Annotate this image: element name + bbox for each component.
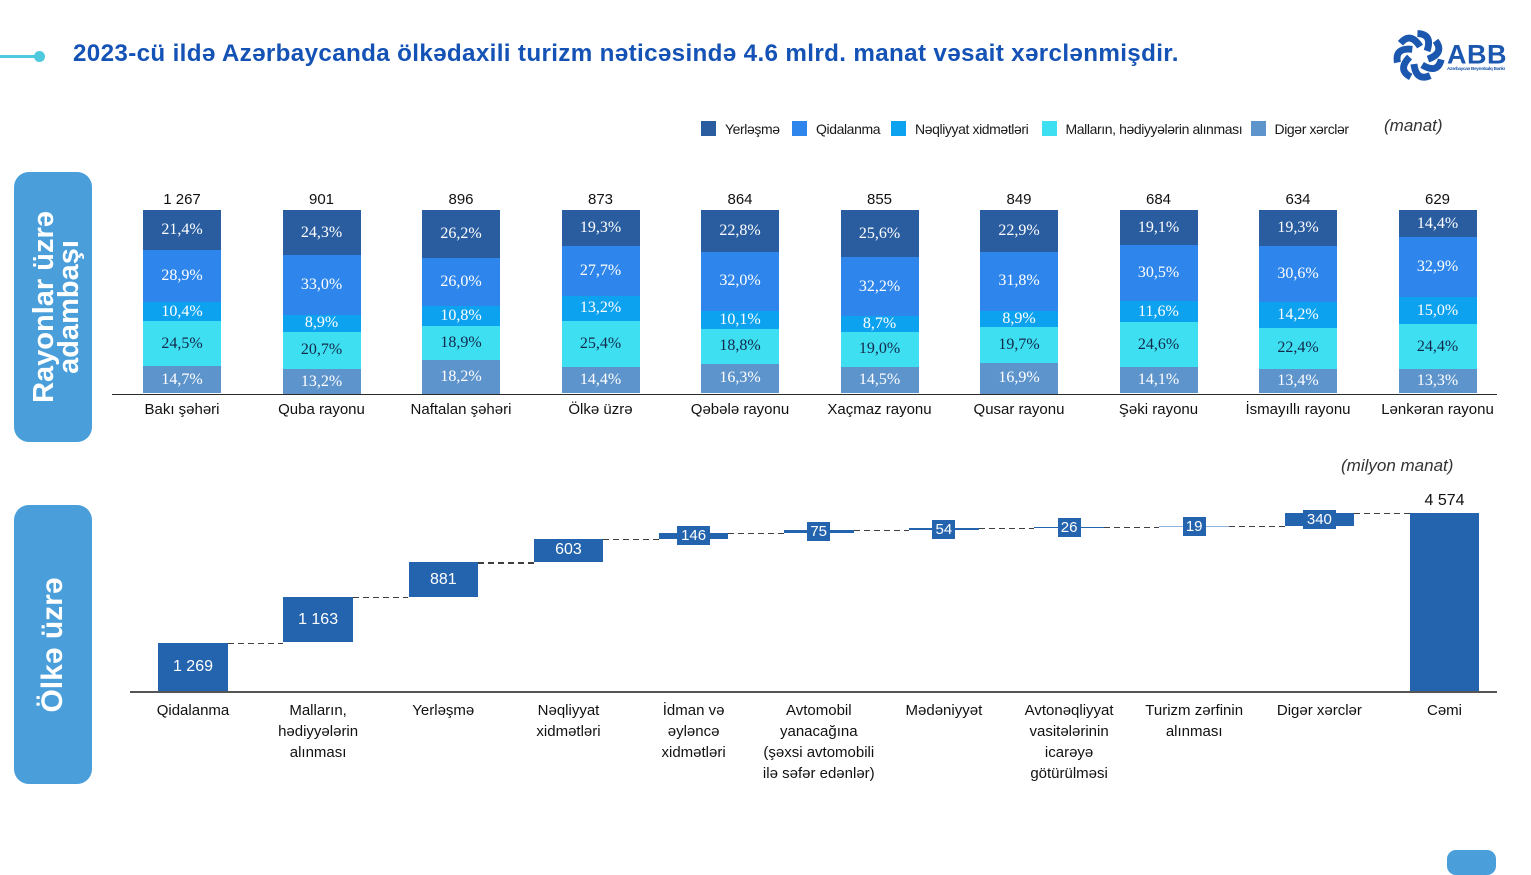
svg-text:ABB: ABB — [1447, 40, 1507, 70]
svg-text:Azərbaycan Beynəlxalq Bankı: Azərbaycan Beynəlxalq Bankı — [1447, 66, 1505, 71]
